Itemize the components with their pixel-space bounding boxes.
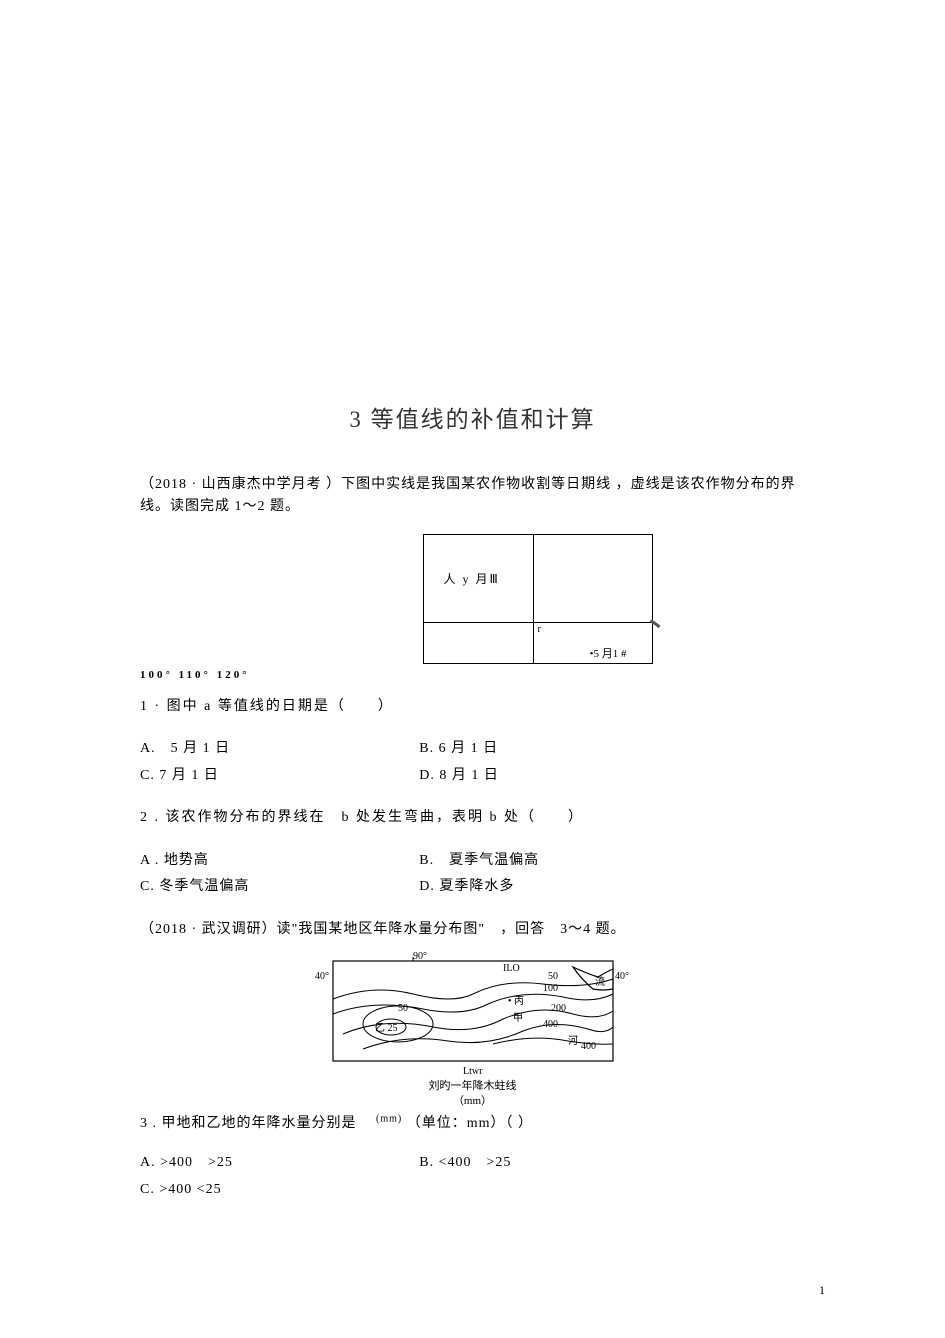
fig1-hline <box>424 622 652 623</box>
q2-stem: 2 . 该农作物分布的界线在 b 处发生弯曲，表明 b 处（ ） <box>140 807 805 829</box>
figure-2: 90° 40° 40° ILO 50 100 200 400 400 50 乙 … <box>313 949 633 1108</box>
q2-opt-c: C. 冬季气温偏高 <box>140 874 419 901</box>
fig2-svg: 90° 40° 40° ILO 50 100 200 400 400 50 乙 … <box>313 949 633 1079</box>
q3-opt-c: C. >400 <25 <box>140 1177 419 1204</box>
fig2-contour-50 <box>333 979 613 999</box>
q1-opt-b: B. 6 月 1 日 <box>419 736 805 763</box>
page-title: 3 等值线的补值和计算 <box>140 400 805 434</box>
fig2-he: 河 <box>568 1035 578 1047</box>
page-number: 1 <box>819 1283 825 1298</box>
fig2-lon-90: 90° <box>413 951 427 962</box>
q1-stem: 1 · 图中 a 等值线的日期是（ ） <box>140 696 805 718</box>
fig2-river-shape <box>573 967 613 990</box>
q3-stem-suffix: （单位：mm）（ ） <box>407 1116 533 1131</box>
q1-options: A. 5 月 1 日 B. 6 月 1 日 C. 7 月 1 日 D. 8 月 … <box>140 736 805 789</box>
fig1-vline <box>533 535 534 663</box>
q3-options: A. >400 >25 B. <400 >25 C. >400 <25 <box>140 1150 805 1203</box>
fig2-50b: 50 <box>398 1003 408 1014</box>
q3-opt-a: A. >400 >25 <box>140 1150 419 1177</box>
fig2-400b: 400 <box>581 1041 596 1052</box>
figure-1: 人 y 月Ⅲ r •5 月1 # 、 <box>323 534 623 664</box>
fig2-200: 200 <box>551 1003 566 1014</box>
fig1-r: r <box>538 624 541 635</box>
q2-opt-a: A . 地势高 <box>140 848 419 875</box>
fig1-label-top: 人 y 月Ⅲ <box>444 570 500 587</box>
fig2-jia: 甲 <box>513 1013 523 1024</box>
q3-stem-prefix: 3 . 甲地和乙地的年降水量分别是 <box>140 1116 372 1131</box>
q2-options: A . 地势高 B. 夏季气温偏高 C. 冬季气温偏高 D. 夏季降水多 <box>140 848 805 901</box>
q1-opt-c: C. 7 月 1 日 <box>140 763 419 790</box>
fig2-yi25: 乙 25 <box>375 1022 398 1034</box>
q3-mm-small: (mm) <box>376 1113 402 1124</box>
fig1-label-bottom: •5 月1 # <box>590 645 627 661</box>
q2-opt-b: B. 夏季气温偏高 <box>419 848 805 875</box>
fig2-50: 50 <box>548 971 558 982</box>
fig2-bottom-label: Ltwr <box>463 1066 483 1077</box>
fig1-comma-mark: 、 <box>642 582 685 638</box>
fig2-caption-line1: 刘旳一年降木蛀线 <box>313 1079 633 1093</box>
coordinate-labels: 100° 110° 120° <box>140 669 805 681</box>
fig2-liu: 流 <box>595 975 605 988</box>
q1-opt-d: D. 8 月 1 日 <box>419 763 805 790</box>
fig1-outer-box: 人 y 月Ⅲ r •5 月1 # 、 <box>423 534 653 664</box>
fig2-bing: • 丙 <box>508 996 524 1007</box>
q3-stem: 3 . 甲地和乙地的年降水量分别是 (mm) （单位：mm）（ ） <box>140 1112 805 1132</box>
fig2-lat-right: 40° <box>615 971 629 982</box>
intro-text: （2018 · 山西康杰中学月考 ）下图中实线是我国某农作物收割等日期线 ，虚线… <box>140 474 805 519</box>
source2-text: （2018 · 武汉调研）读"我国某地区年降水量分布图" ，回答 3～4 题。 <box>140 919 805 941</box>
fig2-100: 100 <box>543 983 558 994</box>
fig2-ilo: ILO <box>503 963 520 974</box>
fig2-400: 400 <box>543 1019 558 1030</box>
fig2-contour-100 <box>333 994 613 1014</box>
fig2-lat-left: 40° <box>315 971 329 982</box>
q3-opt-b: B. <400 >25 <box>419 1150 805 1177</box>
q1-opt-a: A. 5 月 1 日 <box>140 736 419 763</box>
q2-opt-d: D. 夏季降水多 <box>419 874 805 901</box>
fig2-caption-line2: （mm） <box>313 1094 633 1108</box>
